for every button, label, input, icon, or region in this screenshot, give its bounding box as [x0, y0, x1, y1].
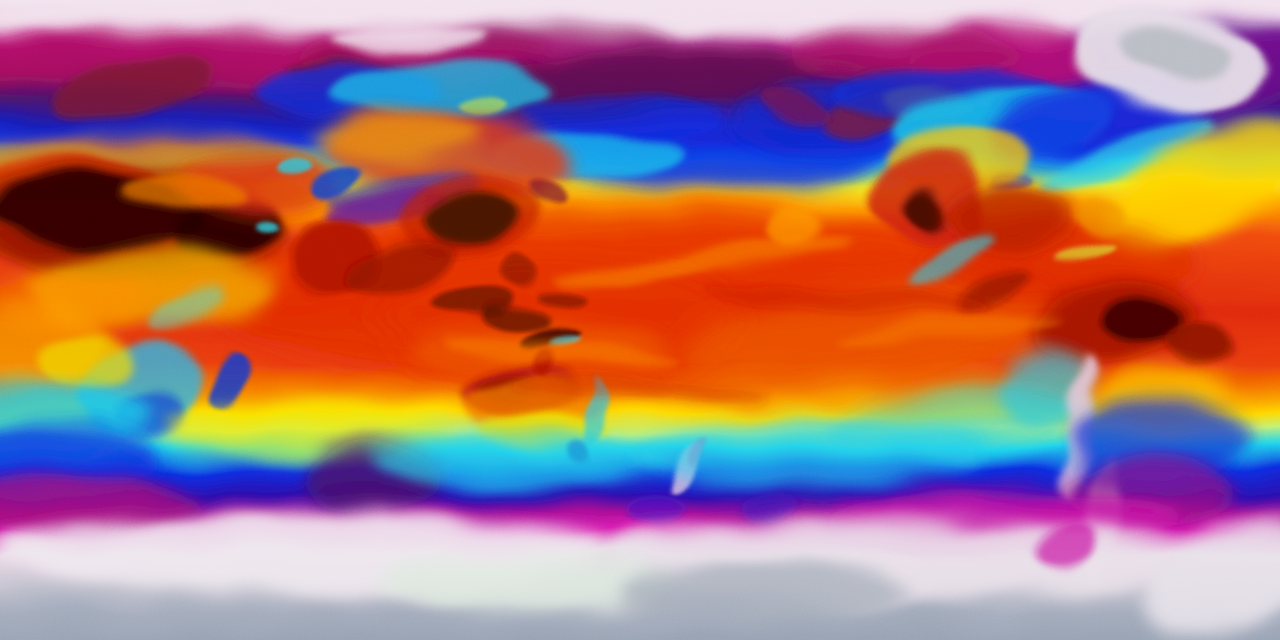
temperature-heatmap-svg [0, 0, 1280, 640]
global-temperature-map [0, 0, 1280, 640]
noise-texture [0, 0, 1280, 640]
